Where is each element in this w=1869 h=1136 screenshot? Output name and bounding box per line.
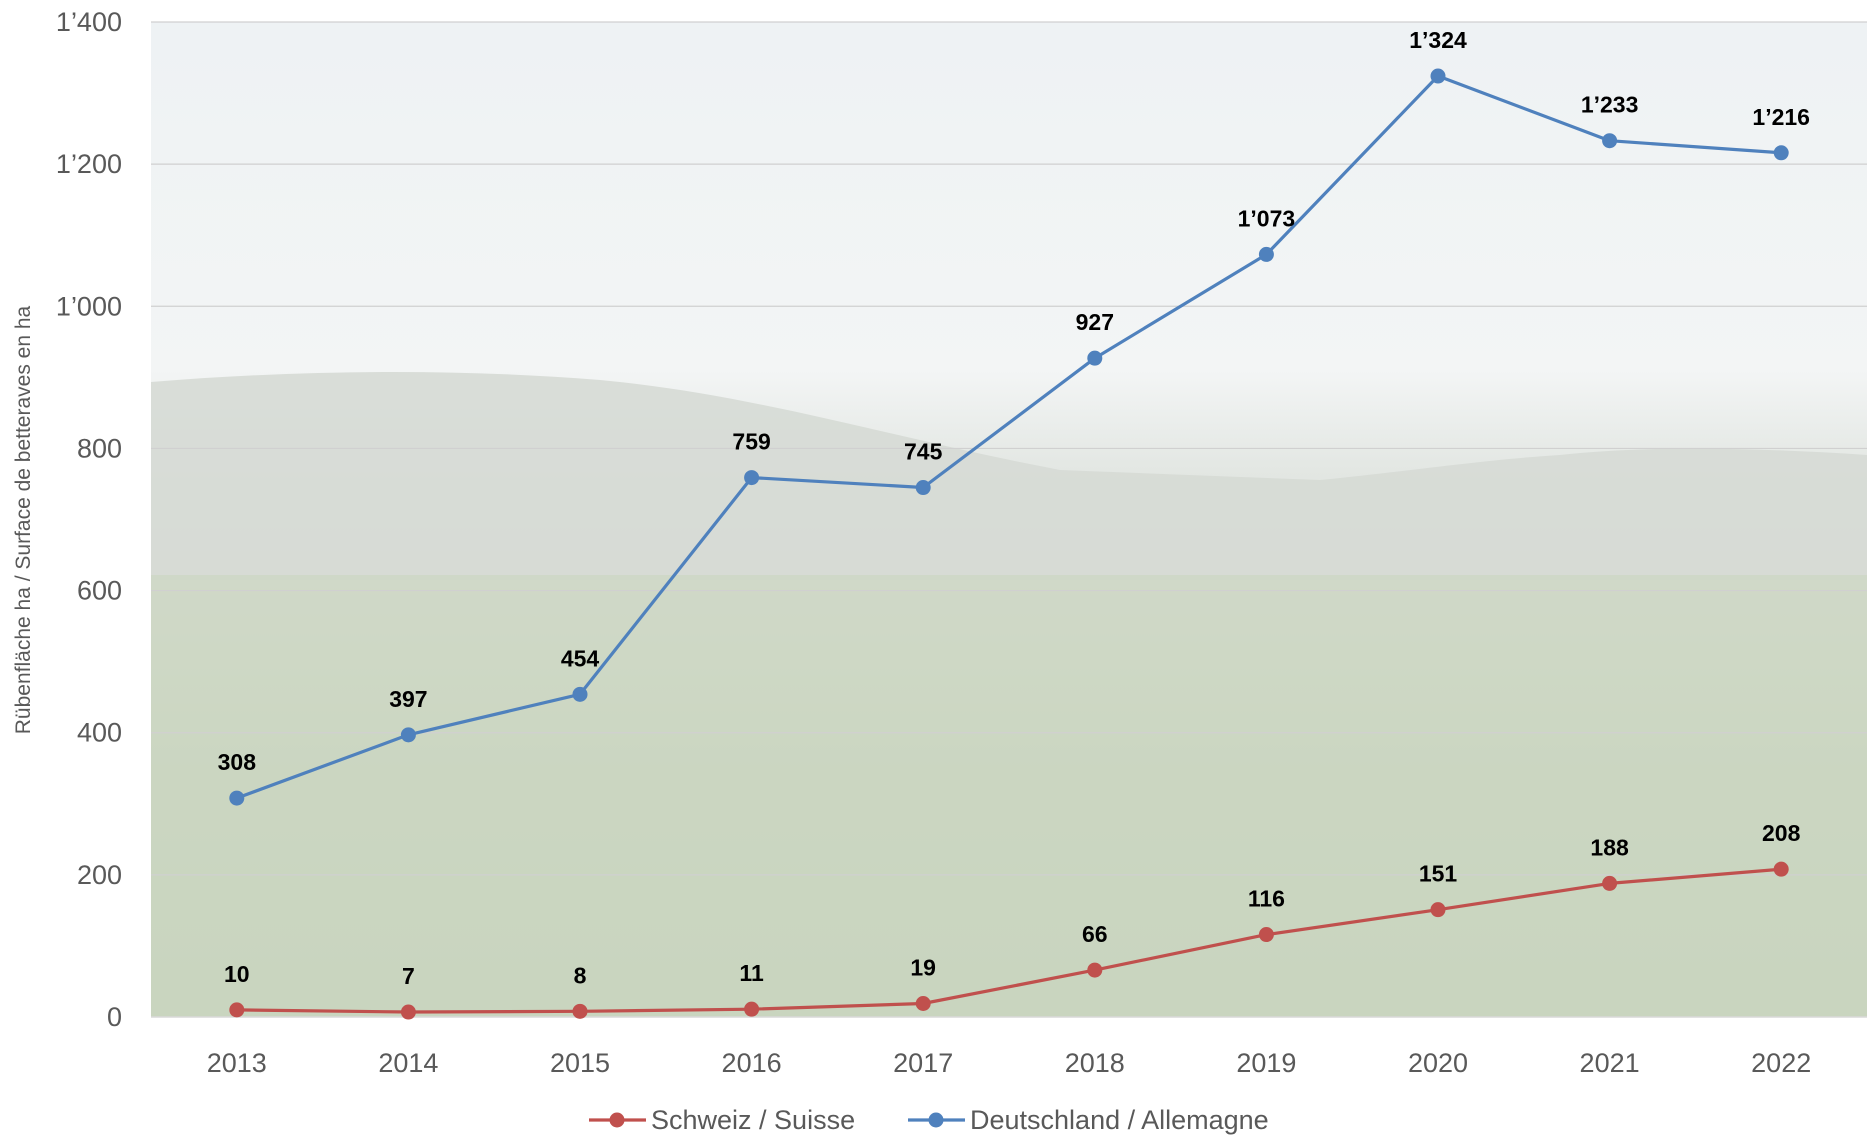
data-point [572,1003,588,1019]
plot-background [151,22,1867,1017]
x-tick-label: 2019 [1236,1048,1296,1078]
field-band [151,575,1867,1017]
data-point [1773,861,1789,877]
data-label: 8 [574,962,587,988]
legend-marker [609,1112,625,1128]
data-label: 454 [561,645,600,671]
data-label: 1’233 [1581,92,1639,118]
axes: 0 200 400 600 800 1’000 1’200 1’400 2013 2014 2015… [12,7,1867,1078]
data-point [1087,350,1103,366]
data-point [744,1001,760,1017]
data-label: 927 [1076,309,1114,335]
y-axis-title: Rübenfläche ha / Surface de betteraves e… [12,305,35,734]
data-point [572,686,588,702]
data-label: 1’073 [1238,205,1296,231]
y-tick-label: 800 [77,433,122,463]
data-point [1602,875,1618,891]
data-point [1602,133,1618,149]
hill-silhouette [151,371,1867,580]
data-label: 10 [224,961,250,987]
x-tick-label: 2015 [550,1048,610,1078]
y-tick-label: 200 [77,860,122,890]
data-point [1430,902,1446,918]
data-label: 745 [904,439,943,465]
y-tick-label: 0 [107,1002,122,1032]
data-label: 397 [389,686,427,712]
data-point [1773,145,1789,161]
data-point [915,995,931,1011]
series-line [236,867,1782,1014]
legend-marker [928,1112,944,1128]
gridlines [151,21,1867,876]
data-point [744,470,760,486]
data-point [1258,927,1274,943]
data-label: 188 [1590,834,1629,860]
data-label: 66 [1082,921,1108,947]
x-tick-label: 2020 [1408,1048,1468,1078]
x-tick-label: 2022 [1751,1048,1811,1078]
x-tick-label: 2017 [893,1048,953,1078]
data-label: 116 [1248,886,1285,912]
x-tick-label: 2018 [1065,1048,1125,1078]
data-point [229,790,245,806]
data-point [400,727,416,743]
data-point [915,480,931,496]
x-tick-label: 2013 [207,1048,267,1078]
legend: Schweiz / Suisse Deutschland / Allemagne [589,1105,1269,1135]
legend-label: Deutschland / Allemagne [970,1105,1269,1135]
y-tick-label: 400 [77,718,122,748]
data-point [400,1004,416,1020]
data-label: 1’324 [1409,27,1467,53]
data-labels: 10 7 8 11 19 66 116 151 188 208 308 397 454 759 745 927… [218,27,1810,989]
series-line [236,74,1782,800]
data-label: 759 [732,429,770,455]
x-tick-label: 2021 [1580,1048,1640,1078]
x-tick-label: 2014 [378,1048,438,1078]
data-label: 19 [910,954,936,980]
legend-label: Schweiz / Suisse [651,1105,855,1135]
data-point [1430,68,1446,84]
data-point [229,1002,245,1018]
data-label: 308 [218,749,257,775]
data-label: 7 [402,963,415,989]
x-tick-label: 2016 [722,1048,782,1078]
data-label: 151 [1419,861,1458,887]
y-tick-label: 1’200 [56,149,122,179]
y-tick-label: 600 [77,576,122,606]
y-tick-label: 1’000 [56,291,122,321]
data-label: 208 [1762,820,1801,846]
data-point [1258,246,1274,262]
data-point [1087,962,1103,978]
series-layer [229,68,1789,1020]
data-label: 1’216 [1752,104,1810,130]
data-label: 11 [739,960,764,986]
y-tick-label: 1’400 [56,7,122,37]
